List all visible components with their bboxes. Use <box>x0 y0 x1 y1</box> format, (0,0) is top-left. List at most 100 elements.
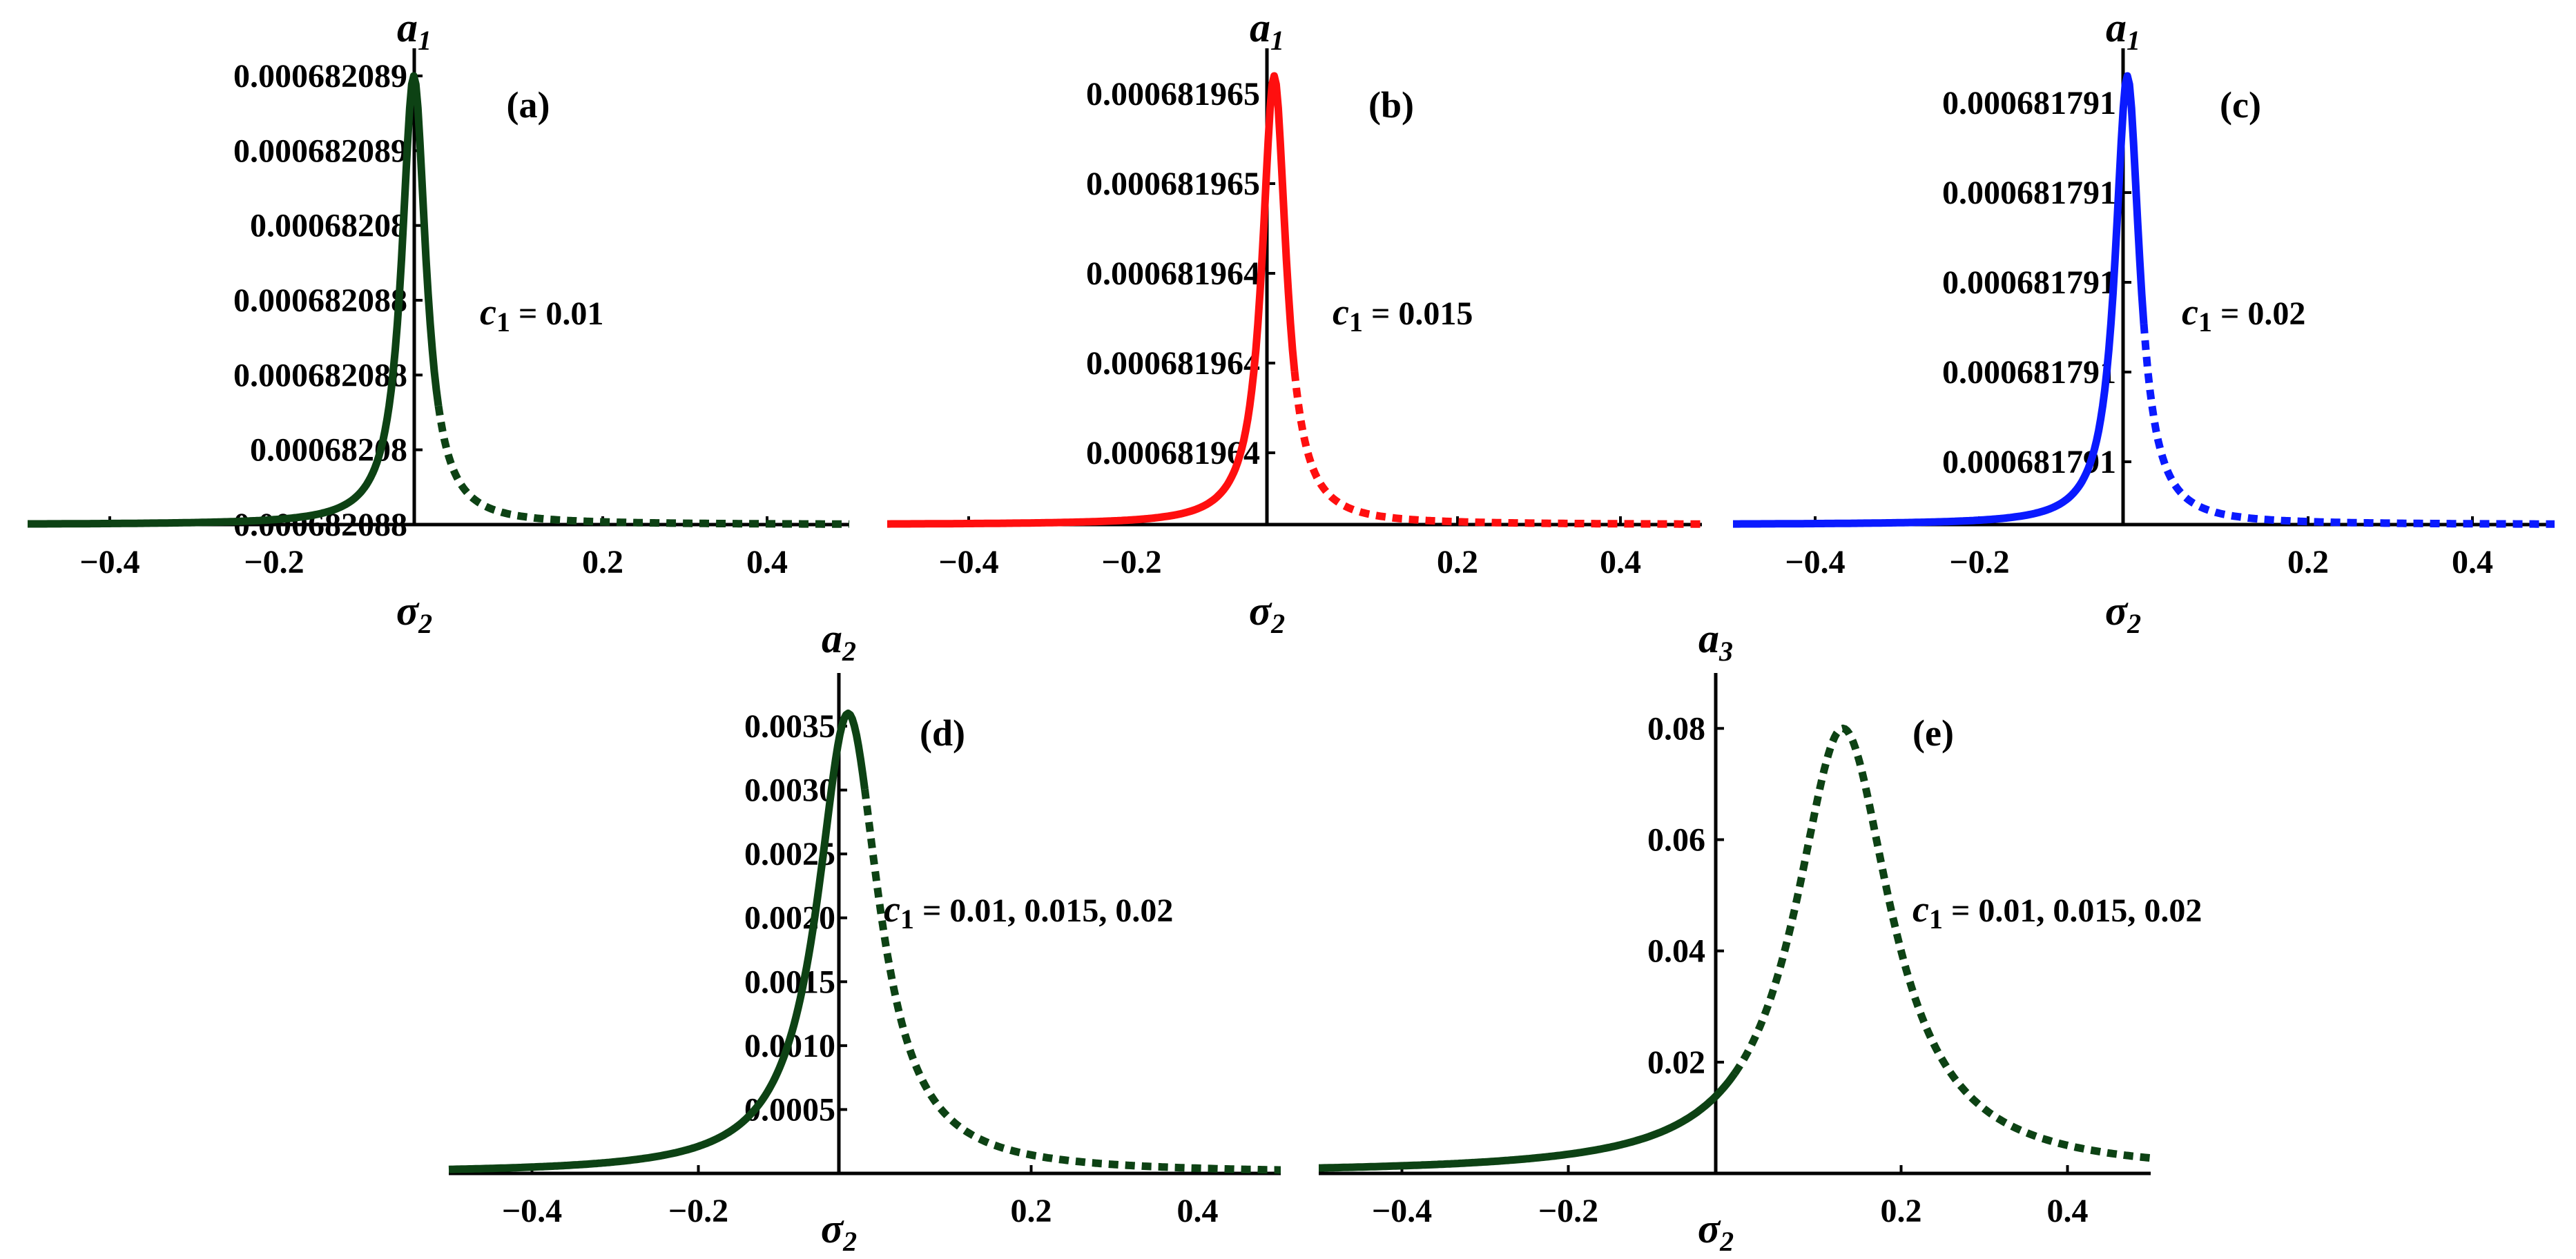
series-line-dotted <box>1290 371 1702 528</box>
panel-a: −0.4 −0.2 0.2 0.4 0.000682088 0.00068208 0.000… <box>26 5 850 639</box>
panel-label: (e) <box>1912 712 1954 754</box>
y-axis-title-part: 2 <box>842 636 856 667</box>
parameter-annotation-part: 1 <box>1929 904 1943 935</box>
parameter-annotation-part: 1 <box>900 904 914 935</box>
x-tick-label: −0.2 <box>244 544 304 580</box>
x-axis-title: σ2 <box>396 588 432 639</box>
y-axis-title-part: a <box>1250 5 1270 50</box>
x-axis-title: σ2 <box>1249 588 1285 639</box>
y-tick-label: 0.000681791 <box>1942 264 2116 301</box>
panel-label: (a) <box>507 84 550 126</box>
panel-label: (d) <box>920 712 965 754</box>
panel-c: −0.4 −0.2 0.2 0.4 0.000681791 0.000681791 0.00… <box>1731 5 2555 639</box>
x-tick-label: 0.2 <box>2287 544 2329 580</box>
y-tick-label: 0.000681964 <box>1086 435 1260 471</box>
x-tick-label: −0.2 <box>1538 1193 1598 1229</box>
panel-e: −0.4 −0.2 0.2 0.4 0.02 0.04 0.06 0.08 a3 σ2 (e) c1 … <box>1317 616 2202 1257</box>
y-tick-label: 0.000682089 <box>233 58 407 95</box>
series-line-solid <box>447 710 869 1173</box>
x-tick-label: 0.2 <box>1437 544 1478 580</box>
y-tick-label: 0.000681791 <box>1942 354 2116 391</box>
y-axis-title-part: 1 <box>1270 25 1284 56</box>
x-axis-title: σ2 <box>2105 588 2141 639</box>
x-axis-title-part: 2 <box>842 1226 857 1257</box>
x-axis-title: σ2 <box>821 1206 857 1257</box>
parameter-annotation: c1 = 0.015 <box>1333 291 1473 338</box>
x-tick-label: −0.4 <box>1372 1193 1432 1229</box>
parameter-annotation-part: c <box>884 888 900 930</box>
x-axis-title-part: 2 <box>1719 1226 1734 1257</box>
x-axis-title-part: 2 <box>1270 608 1285 639</box>
series-line-dotted <box>861 788 1281 1174</box>
y-axis-title: a2 <box>822 616 856 667</box>
x-axis-title-part: 2 <box>2127 608 2141 639</box>
y-tick-label: 0.0035 <box>744 708 835 745</box>
panel-b: −0.4 −0.2 0.2 0.4 0.000681964 0.000681964 0.00… <box>885 5 1702 639</box>
y-axis-title-part: a <box>822 616 842 661</box>
x-axis-title-part: σ <box>1249 588 1272 634</box>
series-line-dotted <box>434 405 850 528</box>
x-tick-label: 0.4 <box>2047 1193 2089 1229</box>
y-tick-label: 0.000681965 <box>1086 166 1260 202</box>
panel-label: (c) <box>2220 84 2261 126</box>
parameter-annotation-part: 1 <box>496 306 510 338</box>
y-tick-label: 0.000681791 <box>1942 175 2116 211</box>
parameter-annotation-part: c <box>480 291 496 333</box>
series-line-dotted <box>1731 724 2151 1162</box>
y-tick-label: 0.08 <box>1647 710 1705 747</box>
y-tick-label: 0.04 <box>1647 933 1705 970</box>
x-tick-label: −0.4 <box>1785 544 1845 580</box>
y-tick-label: 0.06 <box>1647 821 1705 858</box>
y-axis-title-part: 1 <box>2127 25 2140 56</box>
parameter-annotation-part: c <box>2182 291 2198 333</box>
parameter-annotation-part: = 0.015 <box>1363 295 1473 332</box>
parameter-annotation-part: = 0.01, 0.015, 0.02 <box>914 892 1173 929</box>
parameter-annotation: c1 = 0.01, 0.015, 0.02 <box>1912 888 2202 935</box>
y-tick-label: 0.00068208 <box>250 208 407 244</box>
x-tick-label: 0.2 <box>1011 1193 1052 1229</box>
y-axis-title: a3 <box>1698 616 1733 667</box>
y-axis-title: a1 <box>2106 5 2140 56</box>
y-axis-title: a1 <box>397 5 432 56</box>
x-tick-label: 0.4 <box>746 544 788 580</box>
x-tick-label: −0.4 <box>938 544 998 580</box>
parameter-annotation: c1 = 0.01, 0.015, 0.02 <box>884 888 1173 935</box>
parameter-annotation-part: = 0.01, 0.015, 0.02 <box>1943 892 2202 929</box>
y-tick-label: 0.0015 <box>744 964 835 1000</box>
series-line-solid <box>885 72 1299 528</box>
y-tick-label: 0.000682088 <box>233 282 407 319</box>
series-line-dotted <box>2140 323 2555 528</box>
x-tick-label: −0.2 <box>1101 544 1161 580</box>
x-tick-label: 0.2 <box>582 544 623 580</box>
parameter-annotation-part: = 0.01 <box>510 295 603 332</box>
x-axis-title-part: σ <box>821 1206 844 1251</box>
y-tick-label: 0.000681965 <box>1086 76 1260 113</box>
x-tick-label: 0.2 <box>1881 1193 1922 1229</box>
parameter-annotation-part: c <box>1333 291 1349 333</box>
y-axis-title-part: 3 <box>1718 636 1733 667</box>
parameter-annotation: c1 = 0.01 <box>480 291 603 338</box>
x-axis-title-part: σ <box>1698 1206 1721 1251</box>
parameter-annotation: c1 = 0.02 <box>2182 291 2305 338</box>
parameter-annotation-part: = 0.02 <box>2212 295 2305 332</box>
x-tick-label: 0.4 <box>2452 544 2493 580</box>
y-axis-title-part: 1 <box>418 25 432 56</box>
y-tick-label: 0.0020 <box>744 900 835 937</box>
y-axis-title-part: a <box>1698 616 1719 661</box>
y-axis-title-part: a <box>2106 5 2127 50</box>
x-axis-title-part: σ <box>396 588 420 634</box>
y-tick-label: 0.000682089 <box>233 133 407 169</box>
y-axis-title: a1 <box>1250 5 1284 56</box>
x-tick-label: −0.2 <box>1949 544 2009 580</box>
panel-d: −0.4 −0.2 0.2 0.40.00050.00100.00150.00200.… <box>447 616 1281 1257</box>
y-tick-label: 0.000681964 <box>1086 345 1260 382</box>
y-tick-label: 0.02 <box>1647 1044 1705 1081</box>
y-tick-label: 0.0030 <box>744 772 835 809</box>
parameter-annotation-part: 1 <box>2198 306 2212 338</box>
panel-label: (b) <box>1368 84 1414 126</box>
series-line-solid <box>1317 1071 1738 1172</box>
parameter-annotation-part: c <box>1912 888 1929 930</box>
x-tick-label: −0.2 <box>668 1193 728 1229</box>
parameter-annotation-part: 1 <box>1349 306 1363 338</box>
